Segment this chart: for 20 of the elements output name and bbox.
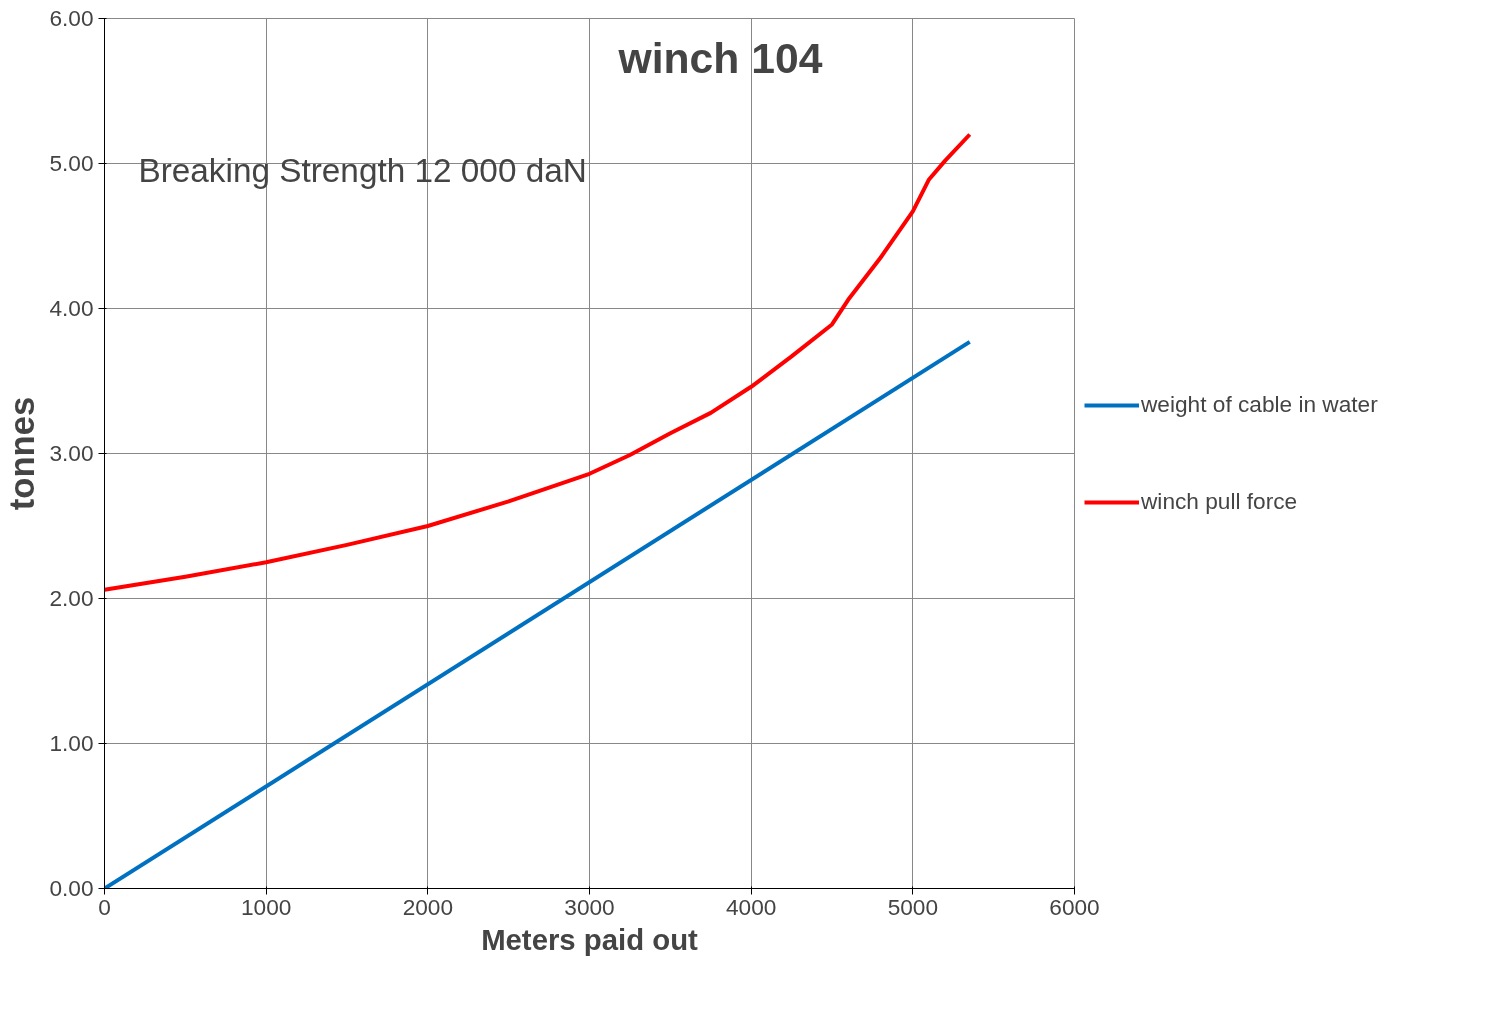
x-tick-label: 5000: [887, 893, 939, 920]
y-tick-label: 1.00: [49, 730, 94, 756]
x-tick-label: 1000: [240, 893, 292, 920]
y-tick-label: 0.00: [49, 875, 94, 901]
x-axis-title: Meters paid out: [481, 922, 699, 956]
y-tick-label: 6.00: [49, 5, 94, 31]
line-series: [104, 132, 972, 592]
x-tick-label: 4000: [725, 893, 777, 920]
y-axis-title: tonnes: [3, 396, 42, 511]
x-tick-label: 6000: [1049, 893, 1100, 920]
legend-label: winch pull force: [1141, 488, 1298, 515]
y-tick-label: 2.00: [49, 585, 94, 611]
legend-label: weight of cable in water: [1141, 391, 1378, 418]
x-tick-label: 3000: [564, 893, 615, 920]
y-tick-label: 5.00: [49, 150, 94, 176]
x-tick-label: 0: [98, 893, 111, 920]
x-tick-label: 2000: [402, 893, 454, 920]
y-tick-label: 4.00: [49, 295, 94, 321]
chart-title: winch 104: [617, 33, 823, 82]
y-tick-label: 3.00: [49, 440, 94, 466]
